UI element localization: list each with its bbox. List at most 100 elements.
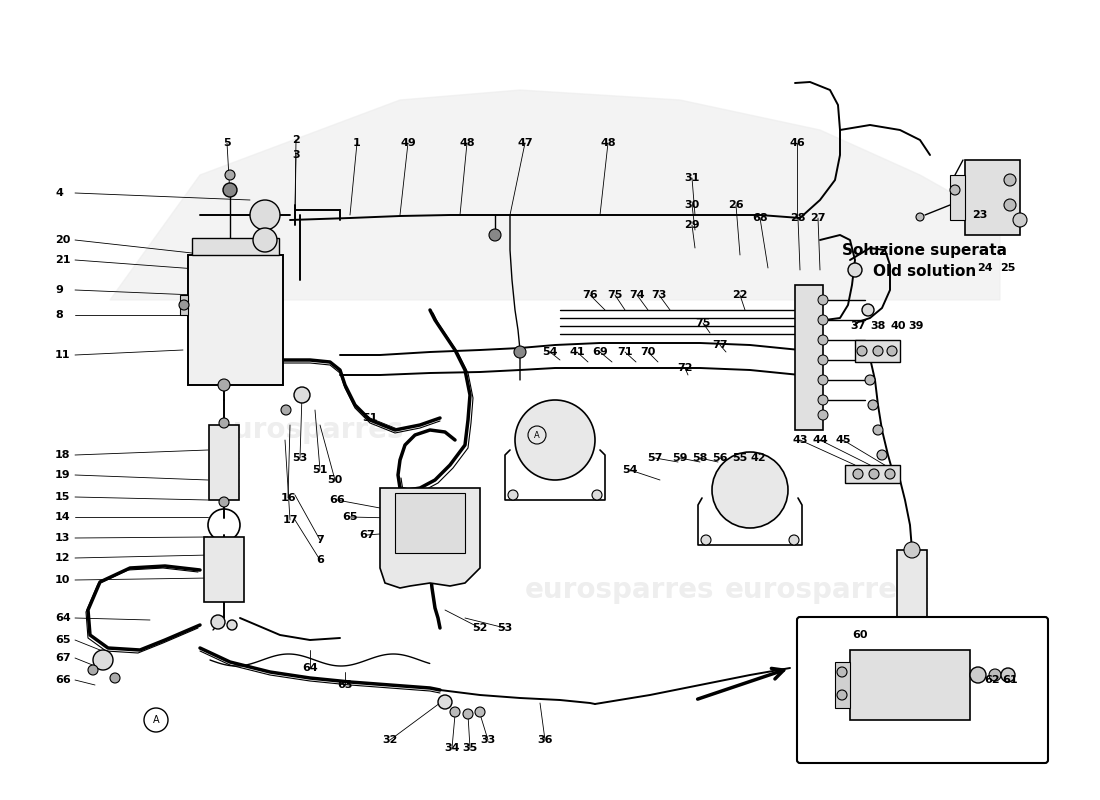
Text: 68: 68 — [752, 213, 768, 223]
Polygon shape — [110, 90, 1000, 300]
Circle shape — [1001, 668, 1015, 682]
Bar — [180, 295, 188, 315]
Bar — [795, 285, 823, 430]
Text: 67: 67 — [360, 530, 375, 540]
Text: 53: 53 — [293, 453, 308, 463]
Text: 13: 13 — [55, 533, 70, 543]
Circle shape — [857, 346, 867, 356]
Bar — [850, 650, 970, 720]
Text: Soluzione superata: Soluzione superata — [843, 242, 1008, 258]
Circle shape — [868, 400, 878, 410]
Circle shape — [1013, 213, 1027, 227]
Text: 41: 41 — [569, 347, 585, 357]
Text: 66: 66 — [55, 675, 70, 685]
Text: 31: 31 — [684, 173, 700, 183]
Text: eurosparres: eurosparres — [526, 576, 715, 604]
Text: 11: 11 — [55, 350, 70, 360]
Text: 59: 59 — [672, 453, 688, 463]
Text: 47: 47 — [517, 138, 532, 148]
Circle shape — [438, 695, 452, 709]
Text: 40: 40 — [890, 321, 905, 331]
Circle shape — [227, 620, 236, 630]
Text: 64: 64 — [55, 613, 70, 623]
Text: 62: 62 — [984, 675, 1000, 685]
Bar — [192, 238, 279, 255]
Circle shape — [94, 650, 113, 670]
Text: 20: 20 — [55, 235, 70, 245]
Text: 66: 66 — [329, 495, 345, 505]
Text: 67: 67 — [55, 653, 70, 663]
Text: 33: 33 — [481, 735, 496, 745]
Circle shape — [250, 200, 280, 230]
Circle shape — [862, 304, 874, 316]
Text: 69: 69 — [592, 347, 608, 357]
Circle shape — [852, 469, 864, 479]
Circle shape — [989, 669, 1001, 681]
Circle shape — [873, 346, 883, 356]
Text: 54: 54 — [542, 347, 558, 357]
Circle shape — [865, 375, 874, 385]
Bar — [896, 550, 927, 630]
Text: 54: 54 — [623, 465, 638, 475]
Circle shape — [88, 665, 98, 675]
Text: 55: 55 — [733, 453, 748, 463]
Circle shape — [219, 418, 229, 428]
Circle shape — [219, 497, 229, 507]
Text: 65: 65 — [55, 635, 70, 645]
Bar — [204, 537, 244, 602]
Text: 2: 2 — [293, 135, 300, 145]
Circle shape — [463, 709, 473, 719]
Circle shape — [886, 469, 895, 479]
Text: 9: 9 — [55, 285, 63, 295]
Circle shape — [970, 667, 986, 683]
Text: 51: 51 — [362, 413, 377, 423]
Text: 57: 57 — [647, 453, 662, 463]
Text: 16: 16 — [280, 493, 296, 503]
Text: 49: 49 — [400, 138, 416, 148]
Circle shape — [253, 228, 277, 252]
Bar — [950, 175, 965, 220]
Text: 22: 22 — [733, 290, 748, 300]
Text: 26: 26 — [728, 200, 744, 210]
Text: 12: 12 — [55, 553, 70, 563]
Bar — [188, 255, 283, 385]
Text: 14: 14 — [55, 512, 70, 522]
Circle shape — [950, 185, 960, 195]
Text: 43: 43 — [792, 435, 807, 445]
Circle shape — [490, 229, 500, 241]
Text: 58: 58 — [692, 453, 707, 463]
Text: eurosparres: eurosparres — [725, 576, 915, 604]
Text: 65: 65 — [342, 512, 358, 522]
Text: 56: 56 — [713, 453, 728, 463]
Bar — [855, 340, 900, 362]
Circle shape — [837, 667, 847, 677]
Circle shape — [904, 542, 920, 558]
Circle shape — [294, 387, 310, 403]
Text: 15: 15 — [55, 492, 70, 502]
Text: 25: 25 — [1000, 263, 1015, 273]
Bar — [209, 425, 239, 500]
Text: 52: 52 — [472, 623, 487, 633]
Circle shape — [789, 535, 799, 545]
Circle shape — [873, 425, 883, 435]
Text: 35: 35 — [462, 743, 477, 753]
Text: 8: 8 — [55, 310, 63, 320]
Text: 30: 30 — [684, 200, 700, 210]
Text: 75: 75 — [695, 318, 711, 328]
Circle shape — [1004, 199, 1016, 211]
Text: Old solution: Old solution — [873, 265, 977, 279]
Text: 50: 50 — [328, 475, 342, 485]
Text: 53: 53 — [497, 623, 513, 633]
Polygon shape — [379, 488, 480, 588]
Bar — [965, 160, 1020, 235]
Circle shape — [179, 300, 189, 310]
Circle shape — [223, 183, 236, 197]
Circle shape — [818, 335, 828, 345]
Text: 4: 4 — [55, 188, 63, 198]
Text: 75: 75 — [607, 290, 623, 300]
Circle shape — [701, 535, 711, 545]
Text: 48: 48 — [459, 138, 475, 148]
Circle shape — [592, 490, 602, 500]
Circle shape — [848, 263, 862, 277]
Text: 42: 42 — [750, 453, 766, 463]
